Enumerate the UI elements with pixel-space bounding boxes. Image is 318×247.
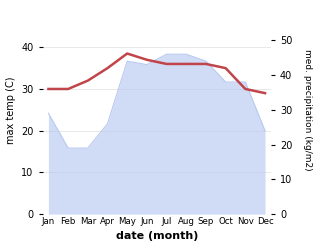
Y-axis label: max temp (C): max temp (C) [5, 76, 16, 144]
Y-axis label: med. precipitation (kg/m2): med. precipitation (kg/m2) [303, 49, 313, 171]
X-axis label: date (month): date (month) [115, 231, 198, 242]
